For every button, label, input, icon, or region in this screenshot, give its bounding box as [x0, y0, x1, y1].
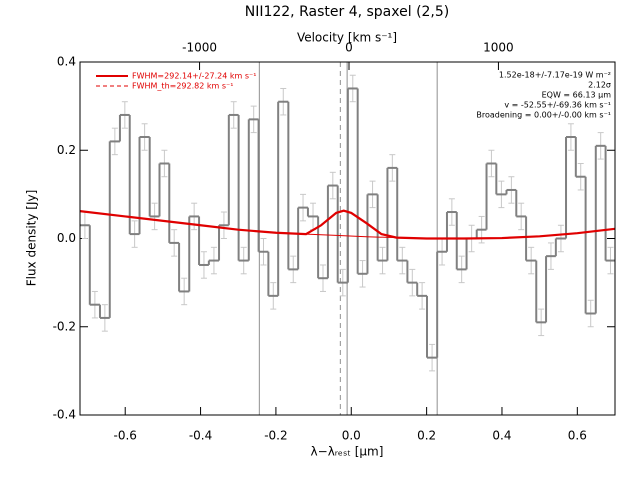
y-axis-label: Flux density [Jy]: [25, 190, 39, 287]
continuum-line: [306, 233, 397, 239]
y-tick-label: 0.2: [57, 143, 76, 157]
plot-frame: [79, 61, 616, 416]
y-tick-label: -0.2: [53, 319, 76, 333]
y-tick-label: -0.4: [53, 408, 76, 422]
x-axis-label: λ−λᵣₑₛₜ [μm]: [311, 445, 384, 459]
chart-title: NII122, Raster 4, spaxel (2,5): [245, 4, 450, 20]
x2-axis-label: Velocity [km s⁻¹]: [297, 31, 397, 45]
fit-line: [79, 209, 616, 240]
x-tick-label: 0.4: [492, 429, 511, 443]
y-tick-label: 0.4: [57, 55, 76, 69]
x2-tick-label: -1000: [182, 41, 217, 55]
x-tick-label: -0.6: [114, 429, 137, 443]
annotation: 2.12σ: [588, 81, 611, 90]
x2-tick-label: 1000: [483, 41, 514, 55]
annotation: EQW = 66.13 μm: [542, 91, 612, 100]
annotation: v = -52.55+/-69.36 km s⁻¹: [504, 101, 611, 110]
x2-tick-label: 0: [345, 41, 353, 55]
x-tick-label: -0.2: [264, 429, 287, 443]
x-tick-label: 0.0: [342, 429, 361, 443]
legend-label: FWHM_th=292.82 km s⁻¹: [132, 82, 233, 91]
y-tick-label: 0.0: [57, 231, 76, 245]
annotation: Broadening = 0.00+/-0.00 km s⁻¹: [476, 111, 611, 120]
x-tick-label: 0.6: [568, 429, 587, 443]
x-tick-label: -0.4: [189, 429, 212, 443]
legend-label: FWHM=292.14+/-27.24 km s⁻¹: [132, 72, 256, 81]
x-tick-label: 0.2: [417, 429, 436, 443]
annotation: 1.52e-18+/-7.17e-19 W m⁻²: [499, 71, 611, 80]
